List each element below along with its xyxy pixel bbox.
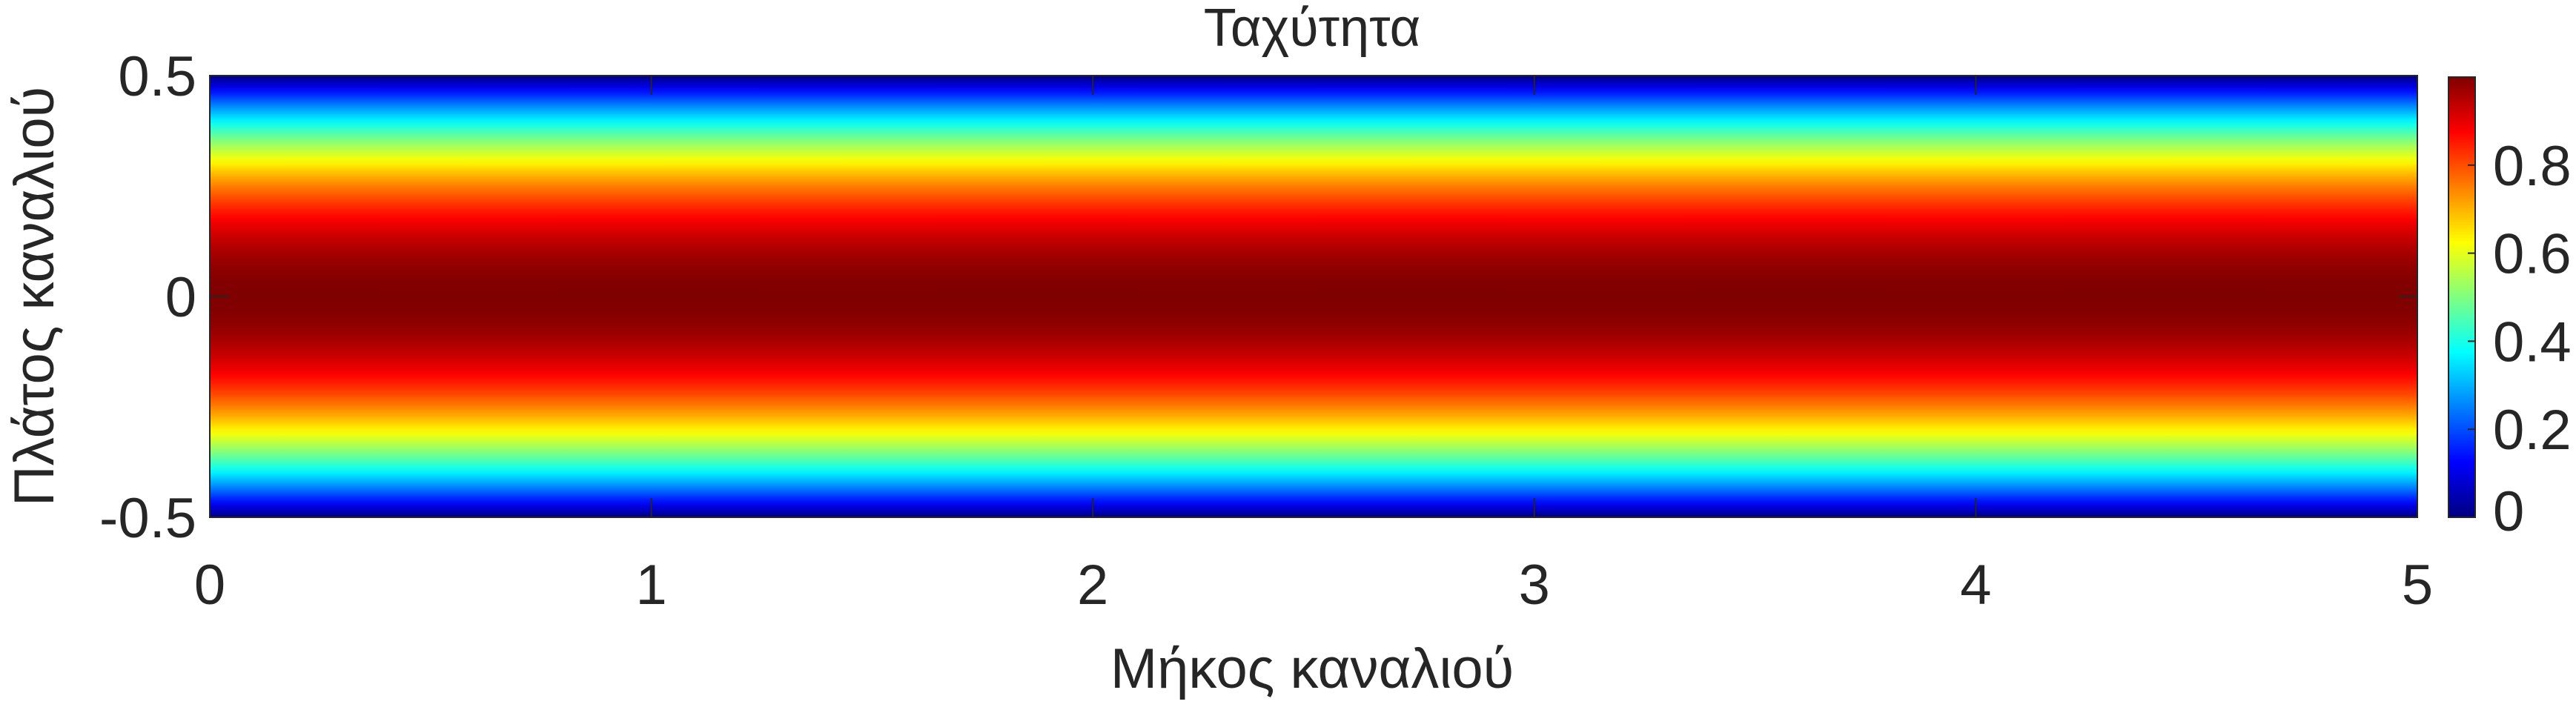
y-tick-label: -0.5 — [99, 487, 196, 550]
y-tick-label: 0 — [165, 266, 196, 329]
chart-title: Ταχύτητα — [1204, 0, 1420, 58]
x-tick-label: 5 — [2402, 554, 2433, 617]
y-tick-label: 0.5 — [118, 45, 196, 108]
x-axis-ticks: 0 1 2 3 4 5 — [194, 76, 2433, 617]
colorbar-tick-label: 0.2 — [2493, 399, 2572, 462]
colorbar-frame — [2448, 76, 2476, 518]
y-axis-ticks: -0.5 0 0.5 — [99, 45, 2417, 550]
x-axis-label: Μήκος καναλιού — [1110, 637, 1514, 700]
heatmap-field — [210, 76, 2417, 517]
colorbar-tick-label: 0.8 — [2493, 135, 2572, 198]
colorbar-tick-label: 0 — [2493, 480, 2524, 543]
colorbar-tick-label: 0.6 — [2493, 223, 2572, 286]
colorbar-ticks: 0 0.2 0.4 0.6 0.8 — [2468, 135, 2572, 543]
x-tick-label: 3 — [1519, 554, 1550, 617]
colorbar — [2448, 77, 2475, 517]
colorbar-tick-label: 0.4 — [2493, 311, 2572, 374]
x-tick-label: 0 — [194, 554, 225, 617]
x-tick-label: 1 — [635, 554, 666, 617]
x-tick-label: 2 — [1077, 554, 1108, 617]
y-axis-label: Πλάτος καναλιού — [3, 87, 66, 506]
x-tick-label: 4 — [1960, 554, 1991, 617]
